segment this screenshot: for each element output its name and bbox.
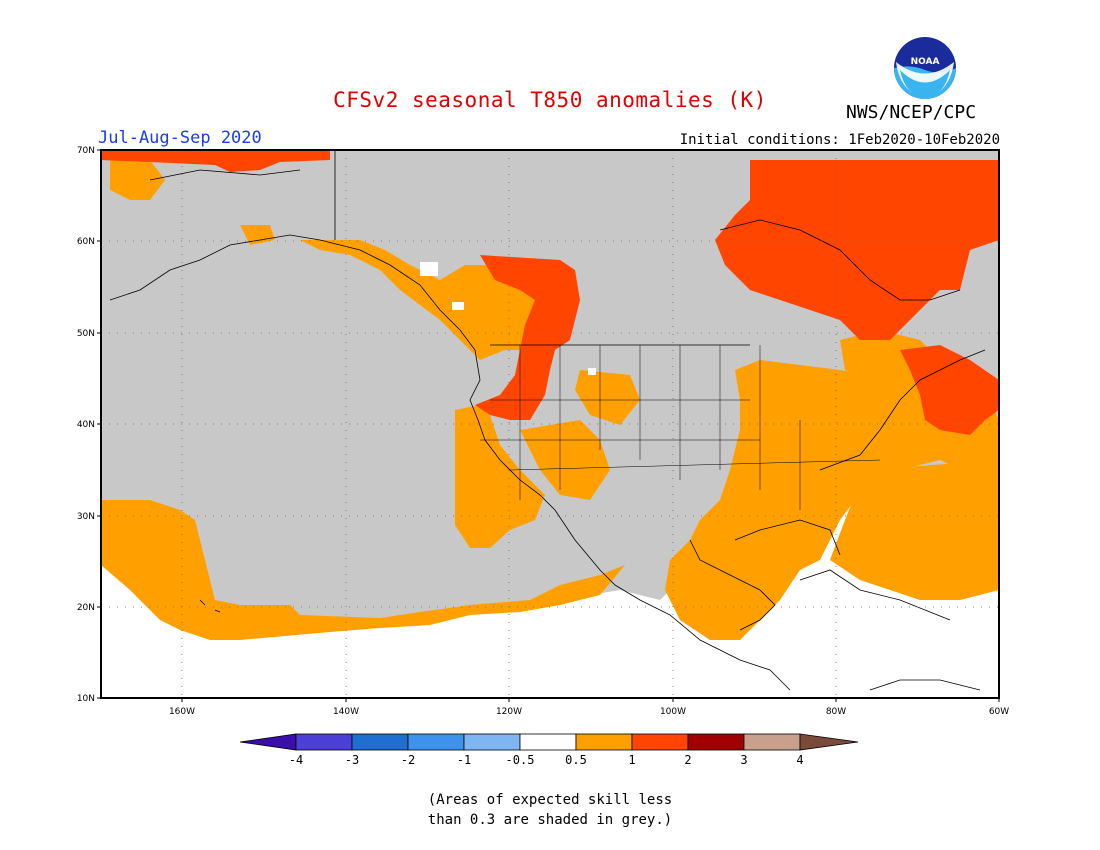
colorbar-swatch: [295, 733, 353, 751]
lon-label: 80W: [826, 707, 846, 717]
lat-label: 30N: [77, 512, 95, 522]
colorbar: -4 -3 -2 -1 -0.5 0.5 1 2 3 4: [239, 733, 859, 767]
colorbar-label: 2: [684, 753, 691, 767]
axis-ticks: [97, 149, 1000, 702]
latitude-labels: 70N 60N 50N 40N 30N 20N 10N: [77, 146, 95, 704]
colorbar-swatch: [519, 733, 577, 751]
lon-label: 160W: [169, 707, 195, 717]
colorbar-label: -4: [289, 753, 303, 767]
lon-label: 100W: [660, 707, 686, 717]
lat-label: 60N: [77, 237, 95, 247]
colorbar-swatch: [687, 733, 745, 751]
state-boundaries: [480, 345, 881, 510]
colorbar-label: 0.5: [565, 753, 587, 767]
colorbar-label: 3: [740, 753, 747, 767]
lat-label: 40N: [77, 420, 95, 430]
agency-label: NWS/NCEP/CPC: [846, 102, 977, 123]
season-label: Jul-Aug-Sep 2020: [98, 128, 262, 148]
colorbar-swatch: [575, 733, 633, 751]
colorbar-swatch: [631, 733, 689, 751]
skill-note-line1: (Areas of expected skill less: [427, 792, 673, 808]
colorbar-label: -3: [345, 753, 359, 767]
longitude-labels: 160W 140W 120W 100W 80W 60W: [169, 707, 1009, 717]
colorbar-label: 1: [628, 753, 635, 767]
lat-label: 20N: [77, 603, 95, 613]
colorbar-label: -2: [401, 753, 415, 767]
logo-text: NOAA: [911, 57, 940, 67]
colorbar-label: 4: [796, 753, 803, 767]
map-title: CFSv2 seasonal T850 anomalies (K): [333, 88, 767, 112]
colorbar-label: -1: [457, 753, 471, 767]
lon-label: 140W: [333, 707, 359, 717]
colorbar-swatch: [743, 733, 801, 751]
colorbar-swatch: [799, 733, 859, 751]
lon-label: 60W: [989, 707, 1009, 717]
coastlines: [109, 150, 986, 691]
lon-label: 120W: [496, 707, 522, 717]
skill-note-line2: than 0.3 are shaded in grey.): [427, 812, 673, 828]
colorbar-swatch: [239, 733, 297, 751]
anomaly-region-red: [101, 150, 999, 435]
lat-label: 10N: [77, 694, 95, 704]
lat-label: 50N: [77, 329, 95, 339]
noaa-logo-icon: NOAA: [894, 37, 956, 99]
lat-label: 70N: [77, 146, 95, 156]
colorbar-swatch: [463, 733, 521, 751]
map-field: [101, 150, 999, 698]
initial-conditions: Initial conditions: 1Feb2020-10Feb2020: [679, 132, 1000, 148]
colorbar-label: -0.5: [506, 753, 535, 767]
colorbar-swatch: [351, 733, 409, 751]
graticule: [101, 150, 999, 698]
colorbar-swatch: [407, 733, 465, 751]
